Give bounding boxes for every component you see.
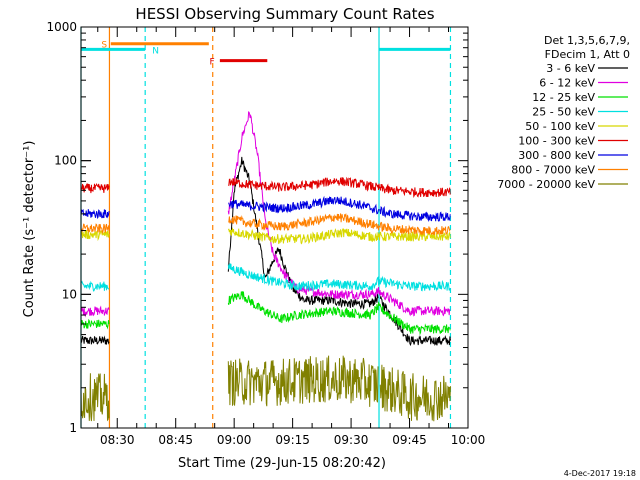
- series-line-4-seg-2: [227, 263, 451, 292]
- legend-label-3: 12 - 25 keV: [532, 91, 595, 104]
- x-tick-label-3: 09:00: [217, 433, 252, 447]
- axes: 1 10 100 1000 08:30 08:45 09:00 09:15 09:30 09:45…: [46, 20, 485, 447]
- series-line-6-seg-1: [80, 183, 110, 194]
- flag-label-1: S: [101, 41, 107, 51]
- x-tick-label-5: 09:30: [334, 433, 369, 447]
- series-line-1-seg-2: [227, 156, 379, 310]
- series-line-1-seg-1: [80, 335, 110, 345]
- legend-label-2: 6 - 12 keV: [539, 77, 595, 90]
- timestamp: 4-Dec-2017 19:18: [564, 469, 636, 478]
- plot-area: S N F: [80, 27, 452, 428]
- series-line-9-seg-1: [80, 373, 110, 422]
- series-line-2-seg-1: [80, 305, 110, 318]
- plot-frame: [80, 26, 469, 429]
- legend-header-2: FDecim 1, Att 0: [545, 48, 630, 61]
- series-line-8-seg-2: [228, 212, 451, 236]
- series-line-4-seg-1: [80, 280, 110, 292]
- legend: Det 1,3,5,6,7,9,FDecim 1, Att 03 - 6 keV…: [497, 34, 630, 191]
- legend-label-4: 25 - 50 keV: [532, 106, 595, 119]
- x-tick-label-6: 09:45: [392, 433, 427, 447]
- legend-label-6: 100 - 300 keV: [518, 135, 595, 148]
- legend-label-5: 50 - 100 keV: [525, 120, 595, 133]
- x-tick-label-4: 09:15: [275, 433, 310, 447]
- series-line-7-seg-2: [228, 195, 451, 223]
- series-line-3-seg-1: [80, 318, 110, 330]
- x-tick-label-7: 10:00: [451, 433, 486, 447]
- y-tick-label-4: 1000: [46, 20, 77, 34]
- series-line-7-seg-1: [80, 209, 110, 220]
- series-line-6-seg-2: [227, 176, 451, 198]
- flag-label-4: F: [209, 58, 214, 68]
- legend-label-8: 800 - 7000 keV: [511, 164, 595, 177]
- y-tick-label-2: 10: [62, 287, 77, 301]
- series-line-3-seg-2: [227, 291, 451, 336]
- series-line-1-seg-3: [379, 296, 451, 347]
- y-tick-label-1: 1: [69, 421, 77, 435]
- series-line-8-seg-1: [80, 223, 110, 235]
- y-tick-label-3: 100: [54, 154, 77, 168]
- legend-label-1: 3 - 6 keV: [546, 62, 595, 75]
- legend-label-9: 7000 - 20000 keV: [497, 178, 595, 191]
- x-tick-label-2: 08:45: [158, 433, 193, 447]
- legend-header-1: Det 1,3,5,6,7,9,: [544, 34, 630, 47]
- chart-title: HESSI Observing Summary Count Rates: [135, 5, 434, 23]
- series-line-5-seg-2: [227, 226, 451, 245]
- x-axis-label: Start Time (29-Jun-15 08:20:42): [178, 456, 386, 471]
- flag-label-2: N: [152, 46, 159, 56]
- series-line-9-seg-3: [379, 364, 451, 422]
- series-line-9-seg-2: [227, 355, 379, 407]
- y-axis-label: Count Rate (s⁻¹ detector⁻¹): [22, 141, 37, 318]
- legend-label-7: 300 - 800 keV: [518, 149, 595, 162]
- series-line-2-seg-2: [227, 111, 451, 317]
- x-tick-label-1: 08:30: [100, 433, 135, 447]
